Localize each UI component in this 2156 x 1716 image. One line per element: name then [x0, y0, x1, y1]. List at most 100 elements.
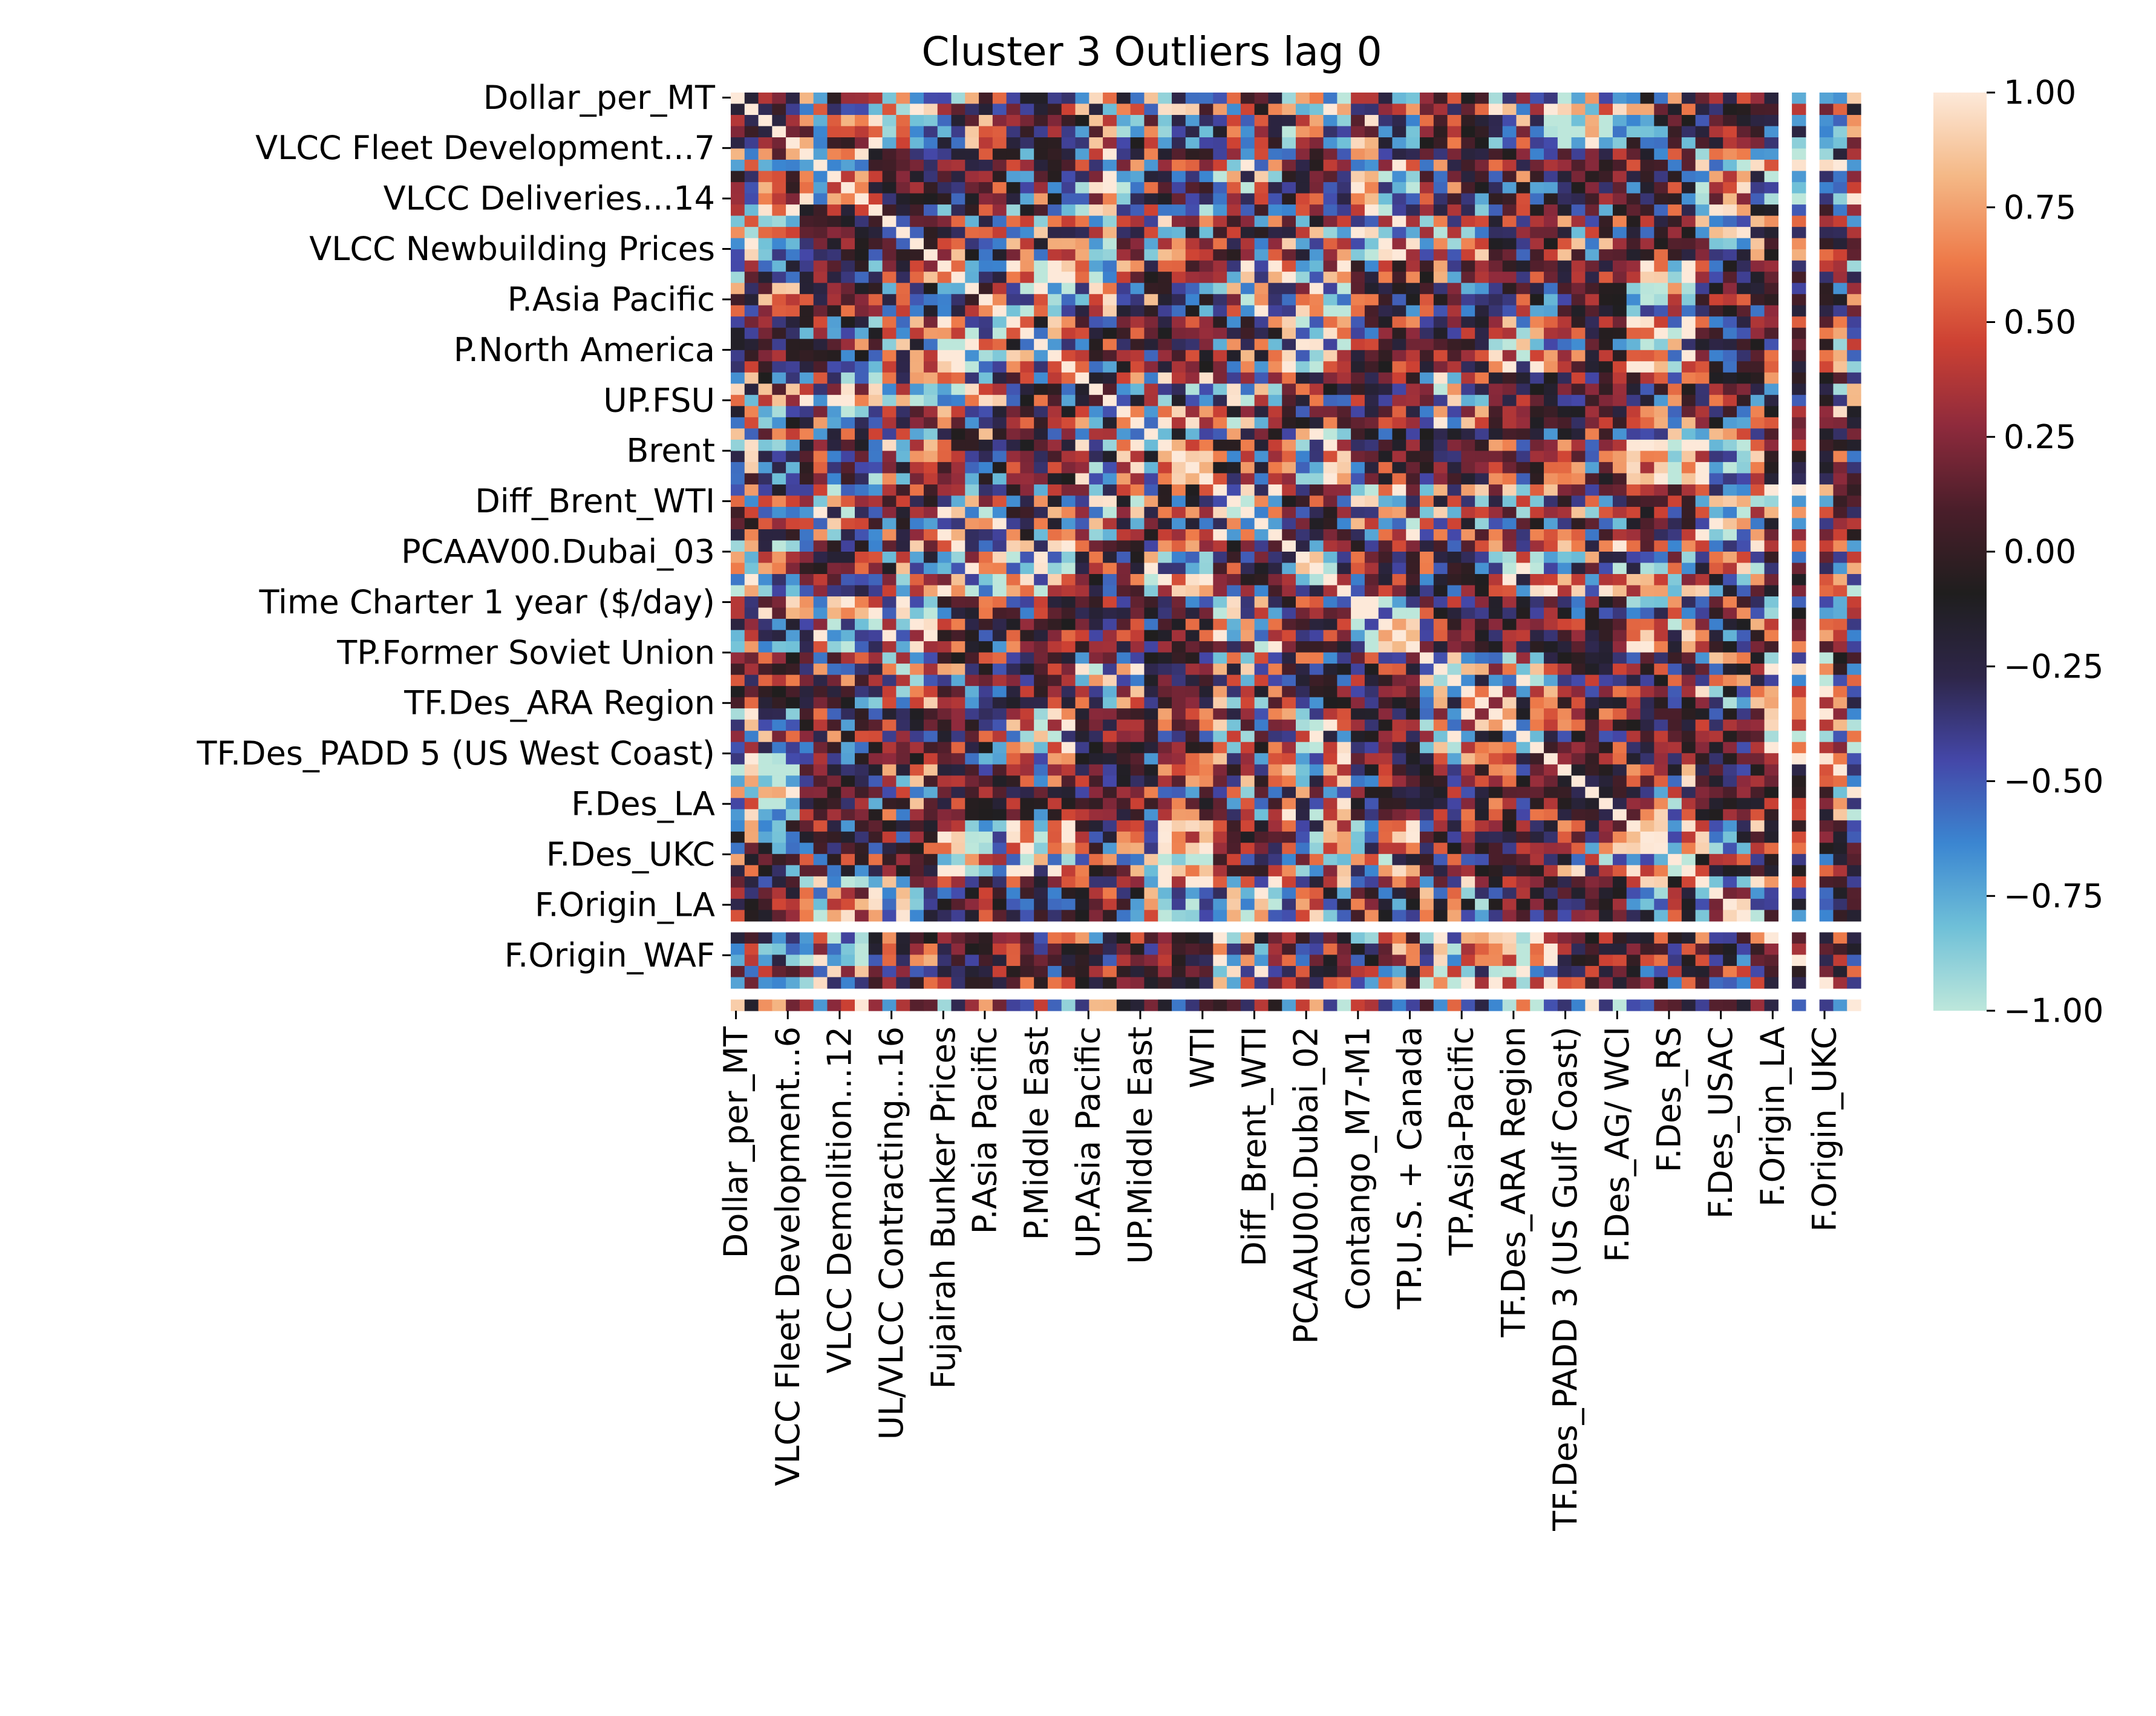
heatmap-cell	[1227, 753, 1241, 765]
heatmap-cell	[868, 451, 883, 463]
heatmap-cell	[1819, 227, 1834, 239]
heatmap-cell	[1006, 350, 1021, 362]
heatmap-cell	[1640, 103, 1655, 116]
heatmap-cell	[855, 260, 869, 272]
heatmap-cell	[1557, 182, 1572, 194]
heatmap-cell	[1061, 462, 1076, 474]
heatmap-cell	[1819, 383, 1834, 396]
heatmap-cell	[1392, 686, 1406, 698]
heatmap-cell	[1847, 93, 1861, 105]
heatmap-cell	[758, 137, 773, 149]
heatmap-cell	[1006, 215, 1021, 227]
heatmap-cell	[841, 686, 855, 698]
heatmap-cell	[979, 282, 993, 295]
heatmap-cell	[1764, 439, 1779, 451]
heatmap-cell	[1103, 428, 1117, 440]
heatmap-cell	[1282, 607, 1296, 619]
heatmap-cell	[1020, 753, 1034, 765]
heatmap-cell	[1571, 137, 1586, 149]
heatmap-cell	[1475, 753, 1489, 765]
heatmap-cell	[1544, 137, 1558, 149]
heatmap-cell	[1047, 327, 1062, 339]
heatmap-cell	[1116, 193, 1131, 205]
heatmap-cell	[799, 630, 814, 642]
heatmap-cell	[1296, 764, 1310, 776]
heatmap-cell	[1475, 260, 1489, 272]
heatmap-cell	[1199, 103, 1214, 116]
heatmap-cell	[1847, 697, 1861, 709]
heatmap-cell	[1681, 731, 1696, 743]
heatmap-cell	[1254, 282, 1269, 295]
heatmap-cell	[731, 148, 745, 160]
heatmap-cell	[1282, 406, 1296, 418]
heatmap-cell	[1006, 786, 1021, 798]
heatmap-cell	[1061, 786, 1076, 798]
heatmap-cell	[1323, 204, 1338, 217]
heatmap-cell	[827, 506, 841, 519]
heatmap-cell	[1557, 518, 1572, 530]
heatmap-cell	[1516, 552, 1530, 564]
heatmap-cell	[1392, 148, 1406, 160]
heatmap-cell	[1723, 518, 1737, 530]
heatmap-cell	[1406, 518, 1420, 530]
heatmap-cell	[1006, 775, 1021, 788]
heatmap-cell	[1130, 686, 1145, 698]
heatmap-cell	[882, 249, 897, 261]
heatmap-cell	[1047, 394, 1062, 406]
heatmap-cell	[992, 764, 1007, 776]
heatmap-cell	[1075, 339, 1089, 351]
heatmap-cell	[910, 664, 924, 676]
heatmap-cell	[1626, 697, 1641, 709]
heatmap-cell	[1392, 126, 1406, 138]
heatmap-cell	[1254, 193, 1269, 205]
heatmap-cell	[1130, 282, 1145, 295]
heatmap-cell	[1061, 719, 1076, 731]
heatmap-cell	[1626, 451, 1641, 463]
heatmap-cell	[1640, 686, 1655, 698]
heatmap-cell	[827, 171, 841, 183]
heatmap-cell	[1254, 182, 1269, 194]
heatmap-cell	[772, 272, 786, 284]
heatmap-cell	[1103, 574, 1117, 586]
heatmap-cell	[731, 664, 745, 676]
heatmap-cell	[1047, 484, 1062, 497]
heatmap-cell	[1681, 160, 1696, 172]
heatmap-cell	[1309, 641, 1324, 653]
heatmap-cell	[1337, 495, 1351, 507]
heatmap-cell	[1337, 204, 1351, 217]
heatmap-cell	[1681, 518, 1696, 530]
heatmap-cell	[1047, 294, 1062, 306]
heatmap-cell	[1709, 596, 1723, 608]
heatmap-cell	[1571, 607, 1586, 619]
heatmap-cell	[772, 630, 786, 642]
heatmap-cell	[951, 115, 965, 127]
heatmap-cell	[1323, 742, 1338, 754]
heatmap-cell	[1130, 652, 1145, 664]
heatmap-cell	[1530, 204, 1544, 217]
heatmap-cell	[1351, 294, 1365, 306]
heatmap-cell	[1406, 126, 1420, 138]
heatmap-cell	[1447, 529, 1462, 541]
heatmap-cell	[1681, 103, 1696, 116]
heatmap-cell	[1640, 697, 1655, 709]
heatmap-cell	[1254, 641, 1269, 653]
heatmap-cell	[1337, 260, 1351, 272]
heatmap-cell	[868, 406, 883, 418]
heatmap-cell	[1061, 540, 1076, 552]
heatmap-cell	[1061, 473, 1076, 485]
heatmap-cell	[855, 372, 869, 384]
heatmap-cell	[896, 160, 910, 172]
heatmap-cell	[1640, 540, 1655, 552]
heatmap-cell	[910, 182, 924, 194]
heatmap-cell	[1034, 350, 1048, 362]
heatmap-cell	[1130, 664, 1145, 676]
heatmap-cell	[1144, 182, 1158, 194]
heatmap-cell	[772, 193, 786, 205]
heatmap-cell	[965, 372, 979, 384]
heatmap-cell	[1158, 484, 1172, 497]
heatmap-cell	[758, 294, 773, 306]
heatmap-cell	[1847, 540, 1861, 552]
heatmap-cell	[772, 506, 786, 519]
heatmap-cell	[1185, 372, 1200, 384]
heatmap-cell	[799, 294, 814, 306]
